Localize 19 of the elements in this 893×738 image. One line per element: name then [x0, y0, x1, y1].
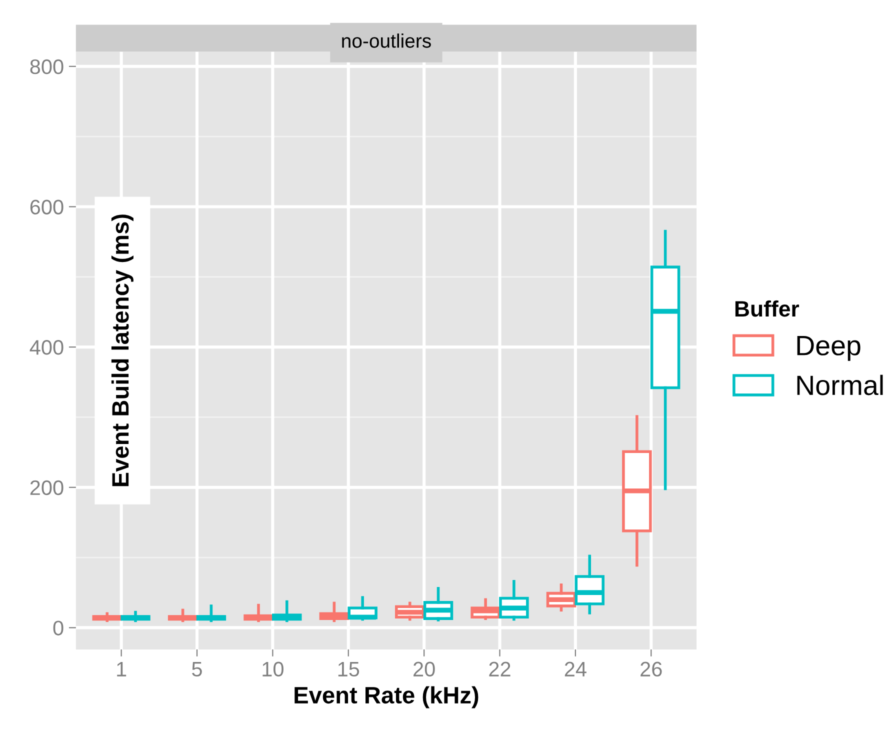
legend-label: Normal	[797, 374, 883, 396]
x-tick-label: 22	[489, 662, 510, 676]
x-tick-label: 10	[262, 662, 284, 677]
x-axis-title: Event Rate (kHz)	[294, 686, 478, 708]
x-tick-label: 26	[640, 662, 662, 677]
y-tick-label: 600	[30, 200, 64, 214]
legend-label: Deep	[797, 336, 860, 361]
x-tick-label: 1	[117, 662, 126, 676]
x-tick-label: 20	[414, 662, 435, 677]
y-axis-title: Event Build latency (ms)	[111, 214, 134, 486]
y-tick-label: 200	[30, 480, 64, 496]
chart-subtitle: no-outliers	[342, 34, 431, 48]
x-tick-label: 5	[192, 662, 202, 677]
y-tick-label: 400	[30, 340, 64, 355]
x-tick-label: 24	[564, 662, 586, 676]
y-tick-label: 800	[30, 59, 64, 74]
y-tick-label: 0	[53, 620, 64, 636]
legend-title: Buffer	[735, 300, 800, 317]
x-tick-label: 15	[338, 662, 360, 677]
